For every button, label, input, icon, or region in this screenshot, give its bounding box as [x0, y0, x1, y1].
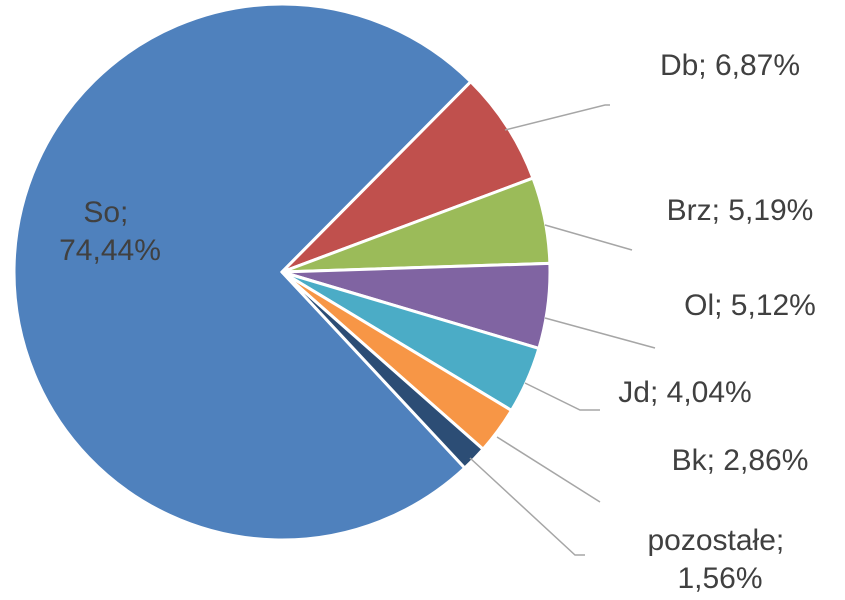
data-label: Brz; 5,19% — [667, 194, 814, 227]
pie-slice — [280, 270, 486, 471]
label-line: So; — [83, 196, 136, 229]
label-line: 1,56% — [677, 562, 762, 595]
data-label: Jd; 4,04% — [618, 376, 751, 409]
leader-line — [544, 224, 633, 251]
data-label: Bk; 2,86% — [672, 444, 809, 477]
data-label: Ol; 5,12% — [684, 289, 816, 322]
pie-slice — [12, 2, 473, 542]
leader-line — [496, 436, 601, 503]
leader-line — [504, 104, 610, 131]
pie-slice — [280, 79, 535, 274]
data-label: pozostałe; 1,56% — [647, 524, 792, 595]
leader-line — [469, 457, 585, 556]
label-line: 74,44% — [59, 234, 161, 267]
label-line: pozostałe; — [647, 524, 792, 557]
leader-line — [524, 382, 600, 411]
data-label: Db; 6,87% — [660, 49, 800, 82]
data-label: So; 74,44% — [59, 196, 161, 267]
leader-line — [544, 317, 656, 349]
